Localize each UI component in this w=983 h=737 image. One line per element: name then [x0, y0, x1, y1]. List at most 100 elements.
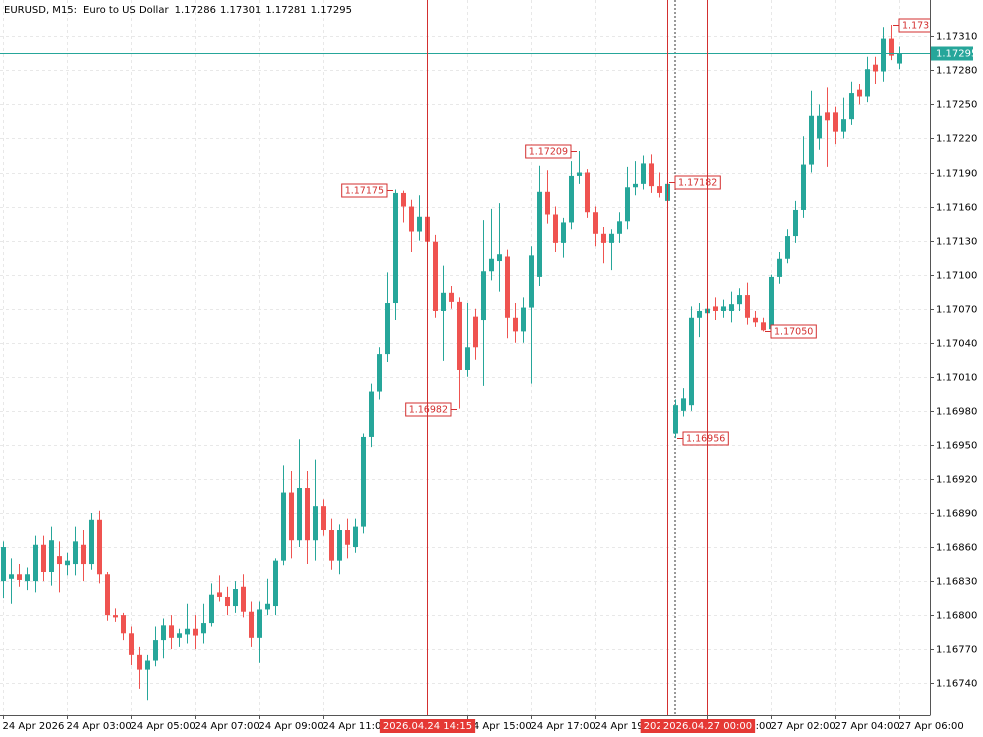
- annotation-label: 1.16956: [686, 434, 725, 445]
- price-annotation: 1.16982: [405, 402, 457, 417]
- header-open: 1.17286: [175, 5, 216, 16]
- annotation-label: 1.1732: [902, 21, 935, 32]
- price-annotation: 1.16956: [677, 431, 729, 446]
- candle-body: [1, 547, 6, 582]
- candle-body: [777, 258, 782, 277]
- candle-body: [817, 115, 822, 139]
- candle-body: [385, 303, 390, 355]
- candle-body: [577, 172, 582, 176]
- candle-body: [585, 172, 590, 213]
- price-annotation: 1.17209: [525, 144, 577, 159]
- candle-body: [137, 654, 142, 670]
- candle-body: [305, 488, 310, 541]
- x-tick-label: 24 Apr 19:00: [595, 721, 660, 732]
- y-tick-label: 1.16770: [936, 645, 977, 656]
- candle-body: [289, 492, 294, 541]
- y-tick-label: 1.17070: [936, 305, 977, 316]
- x-tick-label: 27 Apr 04:00: [835, 721, 900, 732]
- candle-body: [769, 276, 774, 330]
- y-tick-label: 1.17310: [936, 32, 977, 43]
- candle-body: [761, 322, 766, 331]
- annotation-label: 1.17182: [678, 178, 717, 189]
- candle-body: [361, 436, 366, 527]
- candle-body: [65, 560, 70, 566]
- candle-body: [441, 292, 446, 311]
- candle-body: [25, 574, 30, 582]
- y-tick-label: 1.17010: [936, 373, 977, 384]
- candle-body: [873, 64, 878, 72]
- time-marker-label: 2026.04.24 14:15: [383, 721, 472, 732]
- time-marker-label: 2026.04.27 00:00: [663, 721, 752, 732]
- candle-body: [193, 628, 198, 636]
- candle-body: [553, 214, 558, 243]
- candle-body: [721, 306, 726, 311]
- candle-body: [49, 540, 54, 572]
- candle-body: [81, 544, 86, 565]
- y-tick-label: 1.16980: [936, 407, 977, 418]
- header-close: 1.17295: [311, 5, 352, 16]
- candle-body: [57, 556, 62, 565]
- price-annotation: 1.1732: [893, 18, 935, 33]
- y-tick-label: 1.16740: [936, 679, 977, 690]
- candle-body: [161, 625, 166, 641]
- y-tick-label: 1.17250: [936, 100, 977, 111]
- header-high: 1.17301: [220, 5, 261, 16]
- candle-body: [697, 310, 702, 318]
- candle-body: [393, 192, 398, 304]
- y-tick-label: 1.17100: [936, 271, 977, 282]
- candle-body: [329, 530, 334, 561]
- y-tick-label: 1.16920: [936, 475, 977, 486]
- candle-body: [89, 519, 94, 565]
- candle-body: [505, 256, 510, 318]
- candle-body: [273, 560, 278, 607]
- candle-body: [857, 89, 862, 97]
- candle-body: [865, 69, 870, 97]
- candle-body: [457, 301, 462, 370]
- price-annotation: 1.17182: [669, 175, 721, 190]
- candle-body: [609, 233, 614, 243]
- candle-body: [473, 316, 478, 348]
- candle-body: [409, 206, 414, 232]
- plot-area: 1.17175 1.17209 1.16982 1.17182 1.16956 1.170…: [0, 0, 935, 715]
- candle-body: [753, 317, 758, 323]
- y-tick-label: 1.17160: [936, 203, 977, 214]
- x-tick-label: 27 Apr 06:00: [899, 721, 964, 732]
- annotation-label: 1.17175: [345, 186, 384, 197]
- candle-body: [681, 398, 686, 411]
- candle-body: [337, 530, 342, 561]
- candle-body: [73, 541, 78, 565]
- x-tick-label: 24 Apr 11:00: [323, 721, 388, 732]
- candle-body: [881, 38, 886, 72]
- x-tick-label: 24 Apr 15:00: [467, 721, 532, 732]
- candle-body: [97, 519, 102, 575]
- description: Euro to US Dollar: [83, 5, 169, 16]
- candle-body: [657, 186, 662, 193]
- candle-body: [513, 317, 518, 332]
- candle-body: [537, 191, 542, 277]
- candle-body: [233, 589, 238, 607]
- candle-body: [201, 623, 206, 634]
- candle-body: [185, 628, 190, 635]
- candle-body: [897, 53, 902, 64]
- candle-body: [601, 233, 606, 243]
- candle-body: [121, 615, 126, 634]
- candle-body: [793, 209, 798, 237]
- candle-body: [545, 191, 550, 215]
- y-tick-label: 1.17280: [936, 66, 977, 77]
- y-tick-label: 1.16830: [936, 577, 977, 588]
- candle-body: [217, 592, 222, 597]
- chart-header: EURUSD, M15: Euro to US Dollar 1.17286 1.17…: [4, 5, 352, 16]
- x-tick-label: 24 Apr 07:00: [195, 721, 260, 732]
- y-tick-label: 1.17220: [936, 134, 977, 145]
- candle-body: [849, 93, 854, 120]
- candle-body: [209, 594, 214, 624]
- y-tick-label: 1.17040: [936, 339, 977, 350]
- candle-body: [297, 488, 302, 541]
- candle-body: [641, 163, 646, 184]
- candle-body: [625, 187, 630, 222]
- price-annotation: 1.17050: [765, 324, 817, 339]
- candle-body: [689, 317, 694, 406]
- candle-body: [169, 625, 174, 638]
- x-tick-label: 24 Apr 05:00: [131, 721, 196, 732]
- candle-body: [241, 586, 246, 612]
